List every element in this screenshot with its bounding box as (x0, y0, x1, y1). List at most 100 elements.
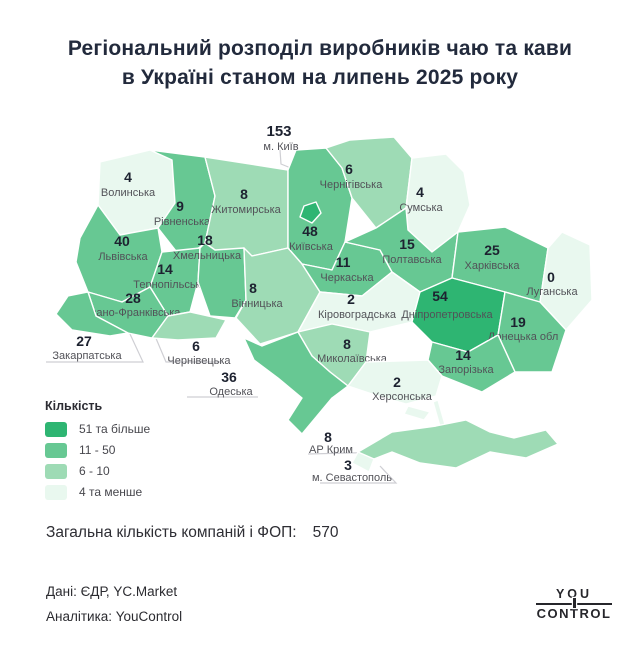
region-rivnenska: 9 Рівненська (149, 149, 216, 261)
region-chernivetska: 6 Чернівецька (151, 311, 231, 367)
region-label: Дніпропетровська (401, 309, 493, 321)
region-label: Хмельницька (173, 250, 242, 262)
region-value: 25 (484, 242, 500, 258)
region-value: 36 (221, 369, 237, 385)
legend-swatch-51-plus (45, 421, 67, 437)
region-khmelnytska: 18 Хмельницька (173, 232, 247, 319)
region-label: Полтавська (382, 254, 442, 266)
region-value: 27 (76, 333, 92, 349)
region-zakarpatska: 27 Закарпатська (52, 291, 129, 362)
region-kyiv-city: 153 м. Київ (263, 123, 322, 224)
legend-swatch-11-50 (45, 442, 67, 458)
region-ivano-frankivska: 28 Івано-Франківська (87, 286, 182, 339)
region-ternopilska: 14 Тернопільська (133, 247, 208, 317)
analytics-credit: Аналітика: YouControl (46, 609, 183, 624)
region-value: 9 (176, 198, 184, 214)
region-value: 153 (266, 123, 291, 140)
total-value: 570 (312, 524, 339, 541)
region-label: Київська (289, 241, 334, 253)
legend-item: 6 - 10 (45, 463, 150, 479)
leader-line-zakarpatska (46, 333, 144, 363)
region-label: Луганська (526, 286, 578, 298)
region-label: Чернівецька (167, 355, 231, 367)
region-label: Донецька обл (488, 331, 559, 343)
legend-title: Кількість (45, 399, 103, 413)
total-label: Загальна кількість компаній і ФОП: (46, 524, 297, 541)
region-value: 4 (124, 169, 132, 185)
region-label: Житомирська (211, 204, 281, 216)
total-companies: Загальна кількість компаній і ФОП: 570 (46, 524, 338, 542)
legend-label: 6 - 10 (79, 464, 110, 478)
region-value: 8 (324, 429, 332, 445)
region-label: Черкаська (320, 272, 374, 284)
region-value: 6 (345, 161, 353, 177)
region-label: Запорізька (438, 364, 494, 376)
region-value: 18 (197, 232, 213, 248)
region-label: Рівненська (154, 216, 211, 228)
region-value: 3 (344, 457, 352, 473)
region-label: Тернопільська (133, 279, 207, 291)
leader-line-sevastopol (320, 465, 398, 484)
region-value: 28 (125, 290, 141, 306)
legend-label: 51 та більше (79, 422, 151, 436)
region-value: 14 (157, 261, 173, 277)
region-label: Вінницька (231, 298, 283, 310)
region-vinnytska: 8 Вінницька (231, 247, 321, 345)
region-label: Харківська (465, 260, 521, 272)
region-value: 54 (432, 288, 448, 304)
region-value: 14 (455, 347, 471, 363)
region-value: 8 (343, 336, 351, 352)
legend: Кількість 51 та більше 11 - 50 6 - 10 4 … (45, 399, 150, 505)
region-value: 0 (547, 269, 555, 285)
region-label: Херсонська (372, 391, 433, 403)
legend-item: 51 та більше (45, 421, 150, 437)
title-line-1: Регіональний розподіл виробників чаю та … (67, 37, 573, 60)
region-khersonska: 2 Херсонська (347, 359, 443, 405)
region-value: 4 (416, 184, 424, 200)
region-value: 19 (510, 314, 526, 330)
region-label: Сумська (399, 202, 443, 214)
region-luhanska: 0 Луганська (526, 231, 593, 331)
region-shape-odeska (243, 331, 349, 435)
region-value: 15 (399, 236, 415, 252)
region-value: 40 (114, 233, 130, 249)
region-dnipropetrovska: 54 Дніпропетровська (401, 277, 506, 353)
legend-swatch-6-10 (45, 463, 67, 479)
region-value: 2 (393, 374, 401, 390)
region-label: Закарпатська (52, 350, 122, 362)
region-label: Кіровоградська (318, 309, 397, 321)
footer: Дані: ЄДР, YC.Market Аналітика: YouContr… (46, 579, 182, 629)
region-label: Чернігівська (320, 179, 384, 191)
region-value: 11 (336, 254, 351, 270)
region-kyivska: 48 Київська (287, 147, 353, 271)
legend-label: 11 - 50 (79, 443, 116, 457)
region-value: 8 (240, 186, 248, 202)
region-value: 6 (192, 338, 200, 354)
title-line-2: в Україні станом на липень 2025 року (121, 66, 519, 89)
region-shape-khersonska (347, 359, 443, 405)
region-odeska: 36 Одеська (209, 331, 349, 435)
leader-line-chernivetska (154, 335, 223, 363)
data-source: Дані: ЄДР, YC.Market (46, 584, 178, 599)
region-zhytomyrska: 8 Житомирська (204, 156, 289, 257)
logo-text-control: CONTROL (536, 606, 612, 621)
region-label: Івано-Франківська (88, 307, 182, 319)
region-value: 2 (347, 291, 355, 307)
region-label: АР Крим (309, 444, 353, 456)
region-label: м. Київ (263, 141, 298, 153)
region-value: 48 (302, 223, 318, 239)
region-value: 8 (249, 280, 257, 296)
coastal-spit (403, 405, 431, 421)
region-sevastopol: 3 м. Севастополь (312, 451, 392, 484)
legend-swatch-4-less (45, 484, 67, 500)
region-label: Волинська (101, 187, 156, 199)
legend-label: 4 та менше (79, 485, 143, 499)
youcontrol-logo: YOU CONTROL (536, 587, 612, 621)
region-krym: 8 АР Крим (309, 419, 559, 469)
region-shape-krym (357, 419, 559, 469)
page-title: Регіональний розподіл виробників чаю та … (0, 34, 640, 92)
region-shape-zakarpatska (55, 291, 129, 337)
region-zaporizka: 14 Запорізька (427, 334, 516, 393)
region-label: м. Севастополь (312, 472, 392, 484)
